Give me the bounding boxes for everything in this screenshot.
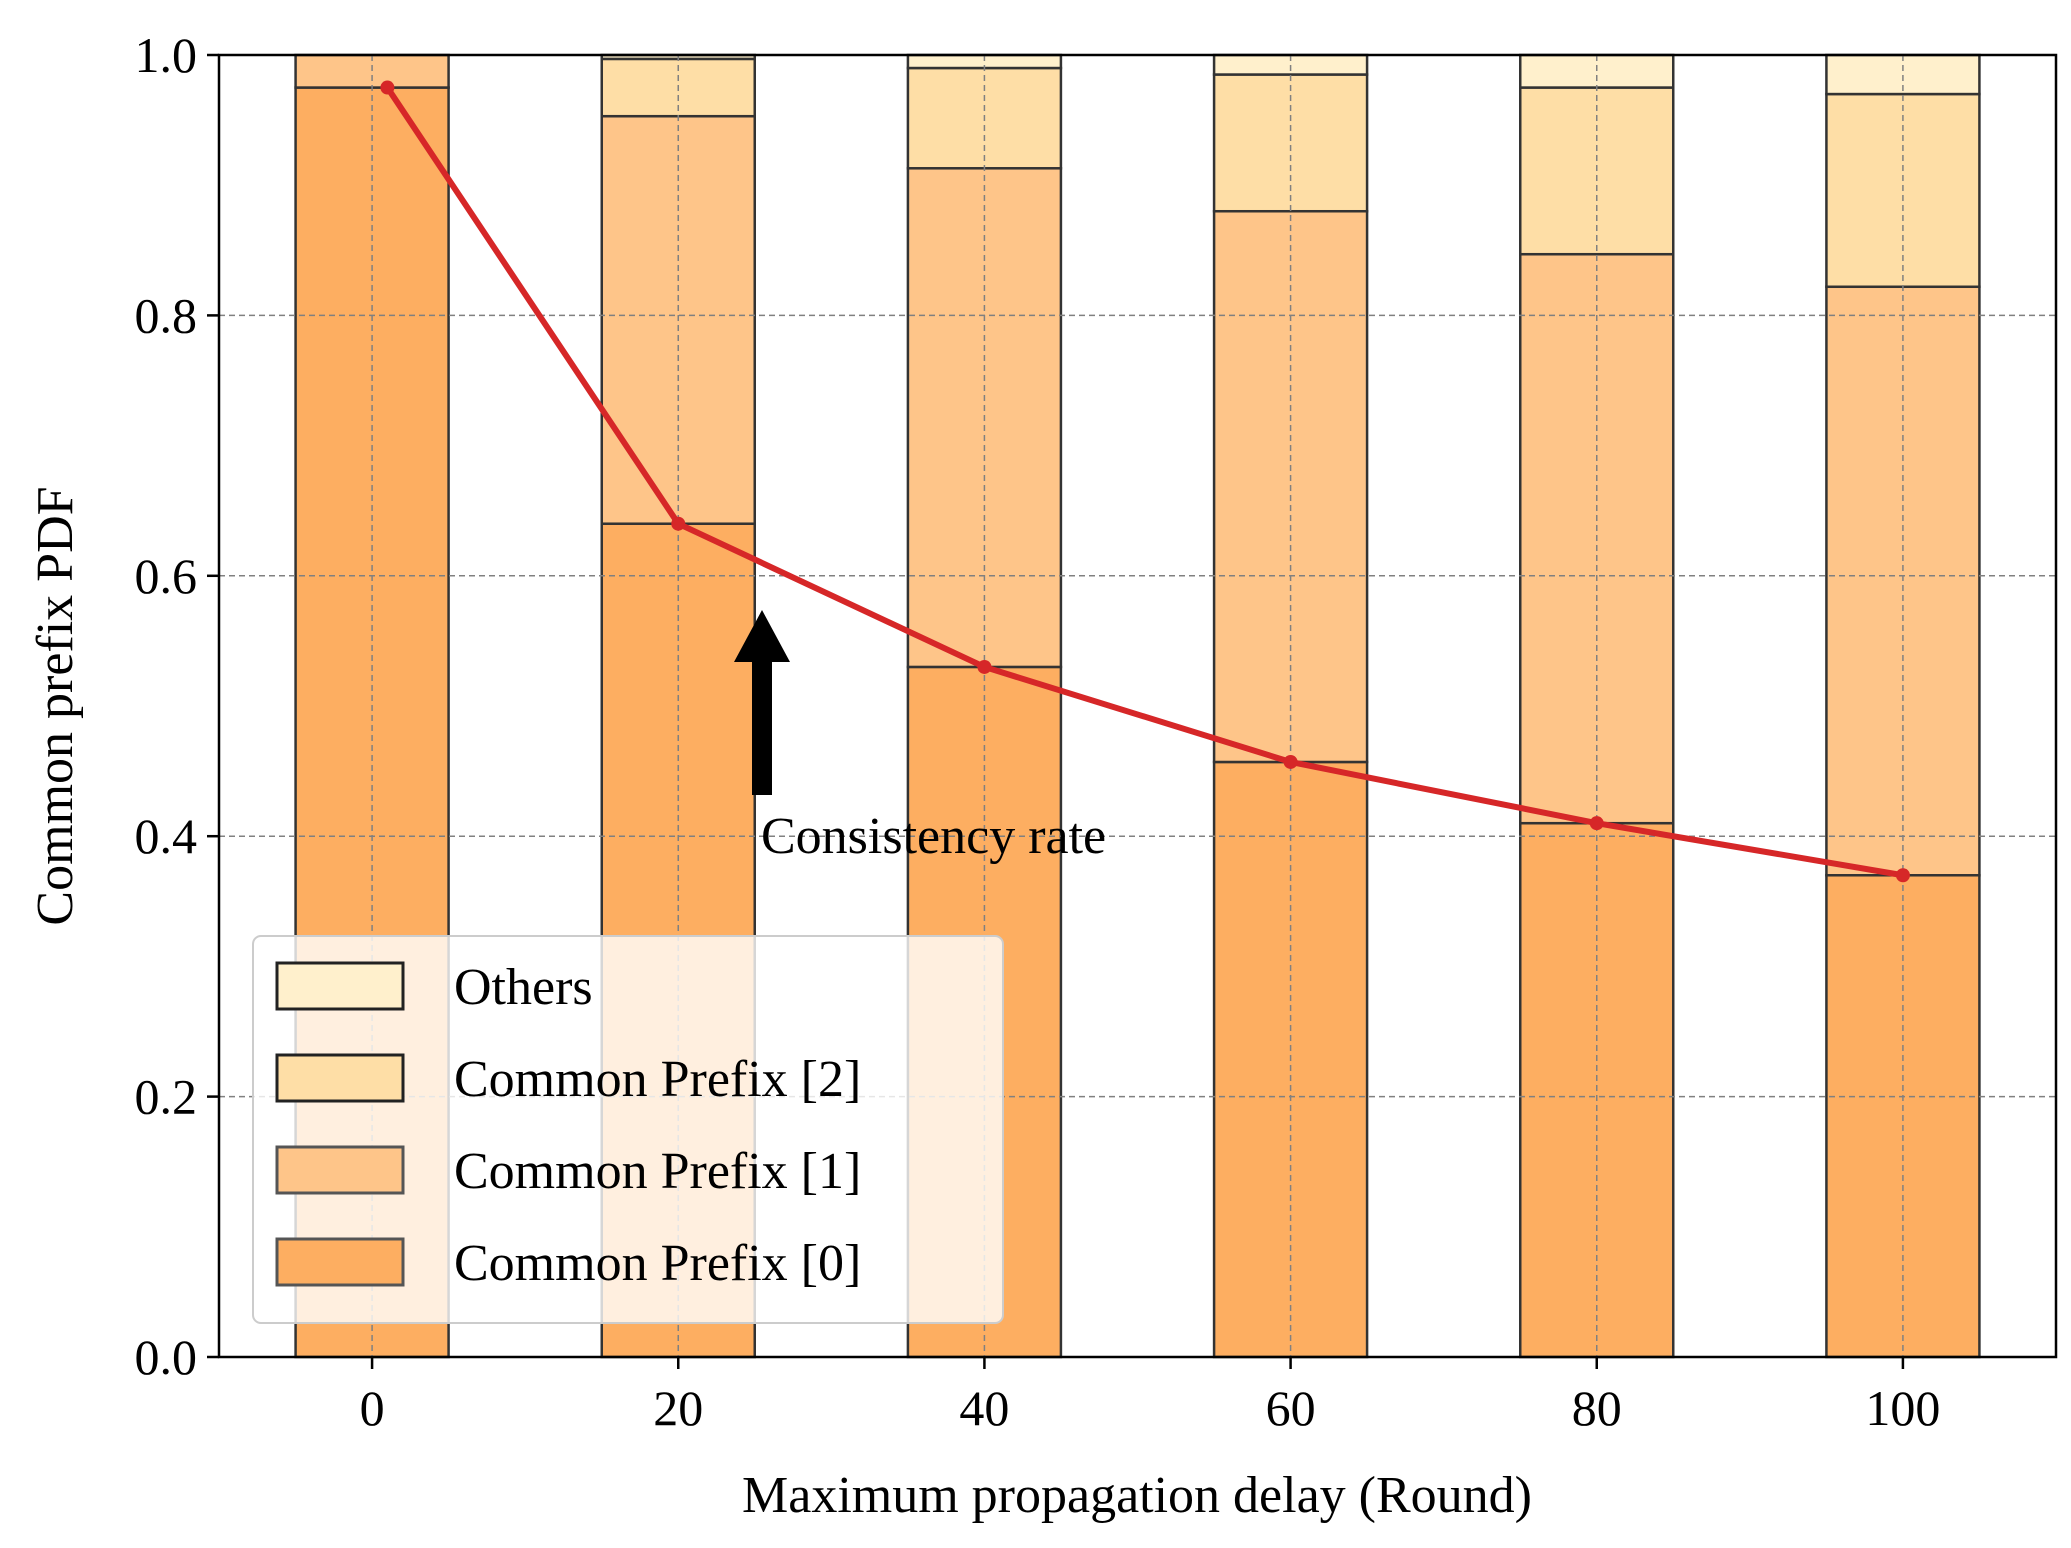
annotation-label: Consistency rate — [761, 808, 1106, 865]
consistency-rate-point — [977, 659, 992, 674]
consistency-rate-point — [1895, 868, 1910, 883]
consistency-rate-polyline — [384, 85, 1904, 879]
legend-label: Common Prefix [2] — [454, 1051, 861, 1108]
annotation: Consistency rate — [734, 610, 1106, 865]
legend: Others Common Prefix [2] Common Prefix [1]… — [252, 935, 1004, 1324]
x-tick-label: 20 — [653, 1380, 703, 1436]
x-tick-label: 80 — [1572, 1380, 1622, 1436]
consistency-rate-line — [380, 80, 1910, 883]
x-tick-label: 40 — [959, 1380, 1009, 1436]
y-tick-label: 1.0 — [135, 27, 198, 83]
axis-ticks: 0 20 40 60 80 100 0.0 0.2 0.4 0.6 0.8 1.0 — [135, 27, 1941, 1436]
legend-swatch — [275, 1237, 405, 1287]
x-tick-label: 60 — [1266, 1380, 1316, 1436]
y-tick-label: 0.8 — [135, 287, 198, 343]
legend-swatch — [275, 1053, 405, 1103]
y-axis-label: Common prefix PDF — [27, 486, 84, 925]
legend-swatch — [275, 961, 405, 1011]
legend-frame — [252, 935, 1004, 1324]
y-tick-label: 0.2 — [135, 1069, 198, 1125]
consistency-rate-point — [380, 80, 395, 95]
legend-label: Common Prefix [0] — [454, 1235, 861, 1292]
annotation-arrow — [734, 610, 790, 795]
y-tick-label: 0.6 — [135, 548, 198, 604]
consistency-rate-point — [671, 516, 686, 531]
consistency-rate-point — [1589, 816, 1604, 831]
x-tick-label: 0 — [360, 1380, 385, 1436]
x-axis-label: Maximum propagation delay (Round) — [742, 1467, 1532, 1524]
legend-swatch — [275, 1145, 405, 1195]
legend-label: Others — [454, 959, 593, 1016]
legend-label: Common Prefix [1] — [454, 1143, 861, 1200]
x-tick-label: 100 — [1865, 1380, 1940, 1436]
y-tick-label: 0.4 — [135, 808, 198, 864]
y-tick-label: 0.0 — [135, 1329, 198, 1385]
plot-area-frame — [217, 53, 2058, 1359]
consistency-rate-point — [1283, 754, 1298, 769]
